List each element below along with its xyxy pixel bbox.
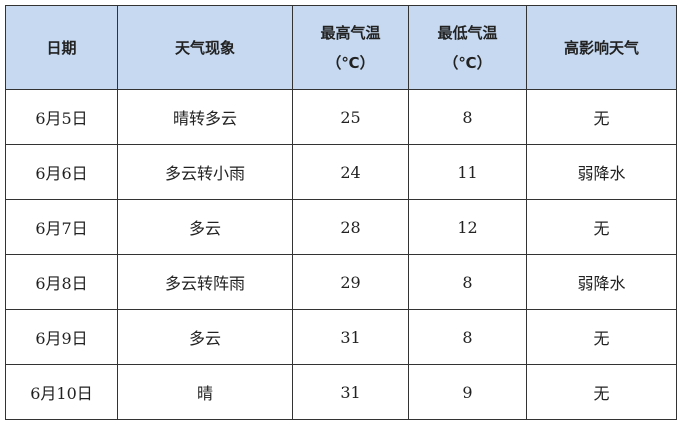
cell-min-temp: 8 (408, 89, 527, 145)
cell-min-temp: 11 (408, 144, 527, 200)
cell-date: 6月10日 (5, 364, 118, 420)
cell-weather: 多云转阵雨 (117, 254, 293, 310)
cell-min-temp: 8 (408, 309, 527, 365)
cell-date: 6月9日 (5, 309, 118, 365)
cell-date: 6月8日 (5, 254, 118, 310)
cell-date: 6月7日 (5, 199, 118, 255)
cell-weather: 多云 (117, 199, 293, 255)
cell-high-impact: 无 (526, 364, 677, 420)
table-row: 6月10日晴 31 9 无 (5, 364, 677, 420)
cell-date: 6月6日 (5, 144, 118, 200)
cell-max-temp: 31 (292, 364, 409, 420)
weather-forecast-table: 日期 天气现象 最高气温 （℃） 最低气温 （℃） 高影响天气 6月5日 晴转多云 25… (5, 5, 677, 420)
cell-min-temp: 12 (408, 199, 527, 255)
header-row: 日期 天气现象 最高气温 （℃） 最低气温 （℃） 高影响天气 (5, 5, 677, 90)
table-row: 6月6日 多云转小雨 24 11 弱降水 (5, 144, 677, 200)
cell-min-temp: 8 (408, 254, 527, 310)
header-weather: 天气现象 (117, 5, 293, 90)
cell-weather: 多云 (117, 309, 293, 365)
header-max-temp: 最高气温 （℃） (292, 5, 409, 90)
cell-high-impact: 无 (526, 89, 677, 145)
cell-high-impact: 弱降水 (526, 254, 677, 310)
cell-weather: 晴转多云 (117, 89, 293, 145)
table-row: 6月5日 晴转多云 25 8 无 (5, 89, 677, 145)
cell-max-temp: 29 (292, 254, 409, 310)
cell-min-temp: 9 (408, 364, 527, 420)
cell-max-temp: 25 (292, 89, 409, 145)
cell-max-temp: 31 (292, 309, 409, 365)
header-min-temp: 最低气温 （℃） (408, 5, 527, 90)
cell-high-impact: 无 (526, 199, 677, 255)
header-date: 日期 (5, 5, 118, 90)
table-row: 6月7日 多云 28 12 无 (5, 199, 677, 255)
cell-max-temp: 28 (292, 199, 409, 255)
cell-high-impact: 无 (526, 309, 677, 365)
table-row: 6月8日 多云转阵雨 29 8 弱降水 (5, 254, 677, 310)
cell-date: 6月5日 (5, 89, 118, 145)
cell-max-temp: 24 (292, 144, 409, 200)
max-temp-label: 最高气温 (320, 23, 381, 42)
header-high-impact: 高影响天气 (526, 5, 677, 90)
max-temp-unit: （℃） (326, 53, 375, 72)
cell-weather: 多云转小雨 (117, 144, 293, 200)
min-temp-unit: （℃） (443, 53, 492, 72)
cell-high-impact: 弱降水 (526, 144, 677, 200)
cell-weather: 晴 (117, 364, 293, 420)
min-temp-label: 最低气温 (437, 23, 498, 42)
table-row: 6月9日 多云 31 8 无 (5, 309, 677, 365)
